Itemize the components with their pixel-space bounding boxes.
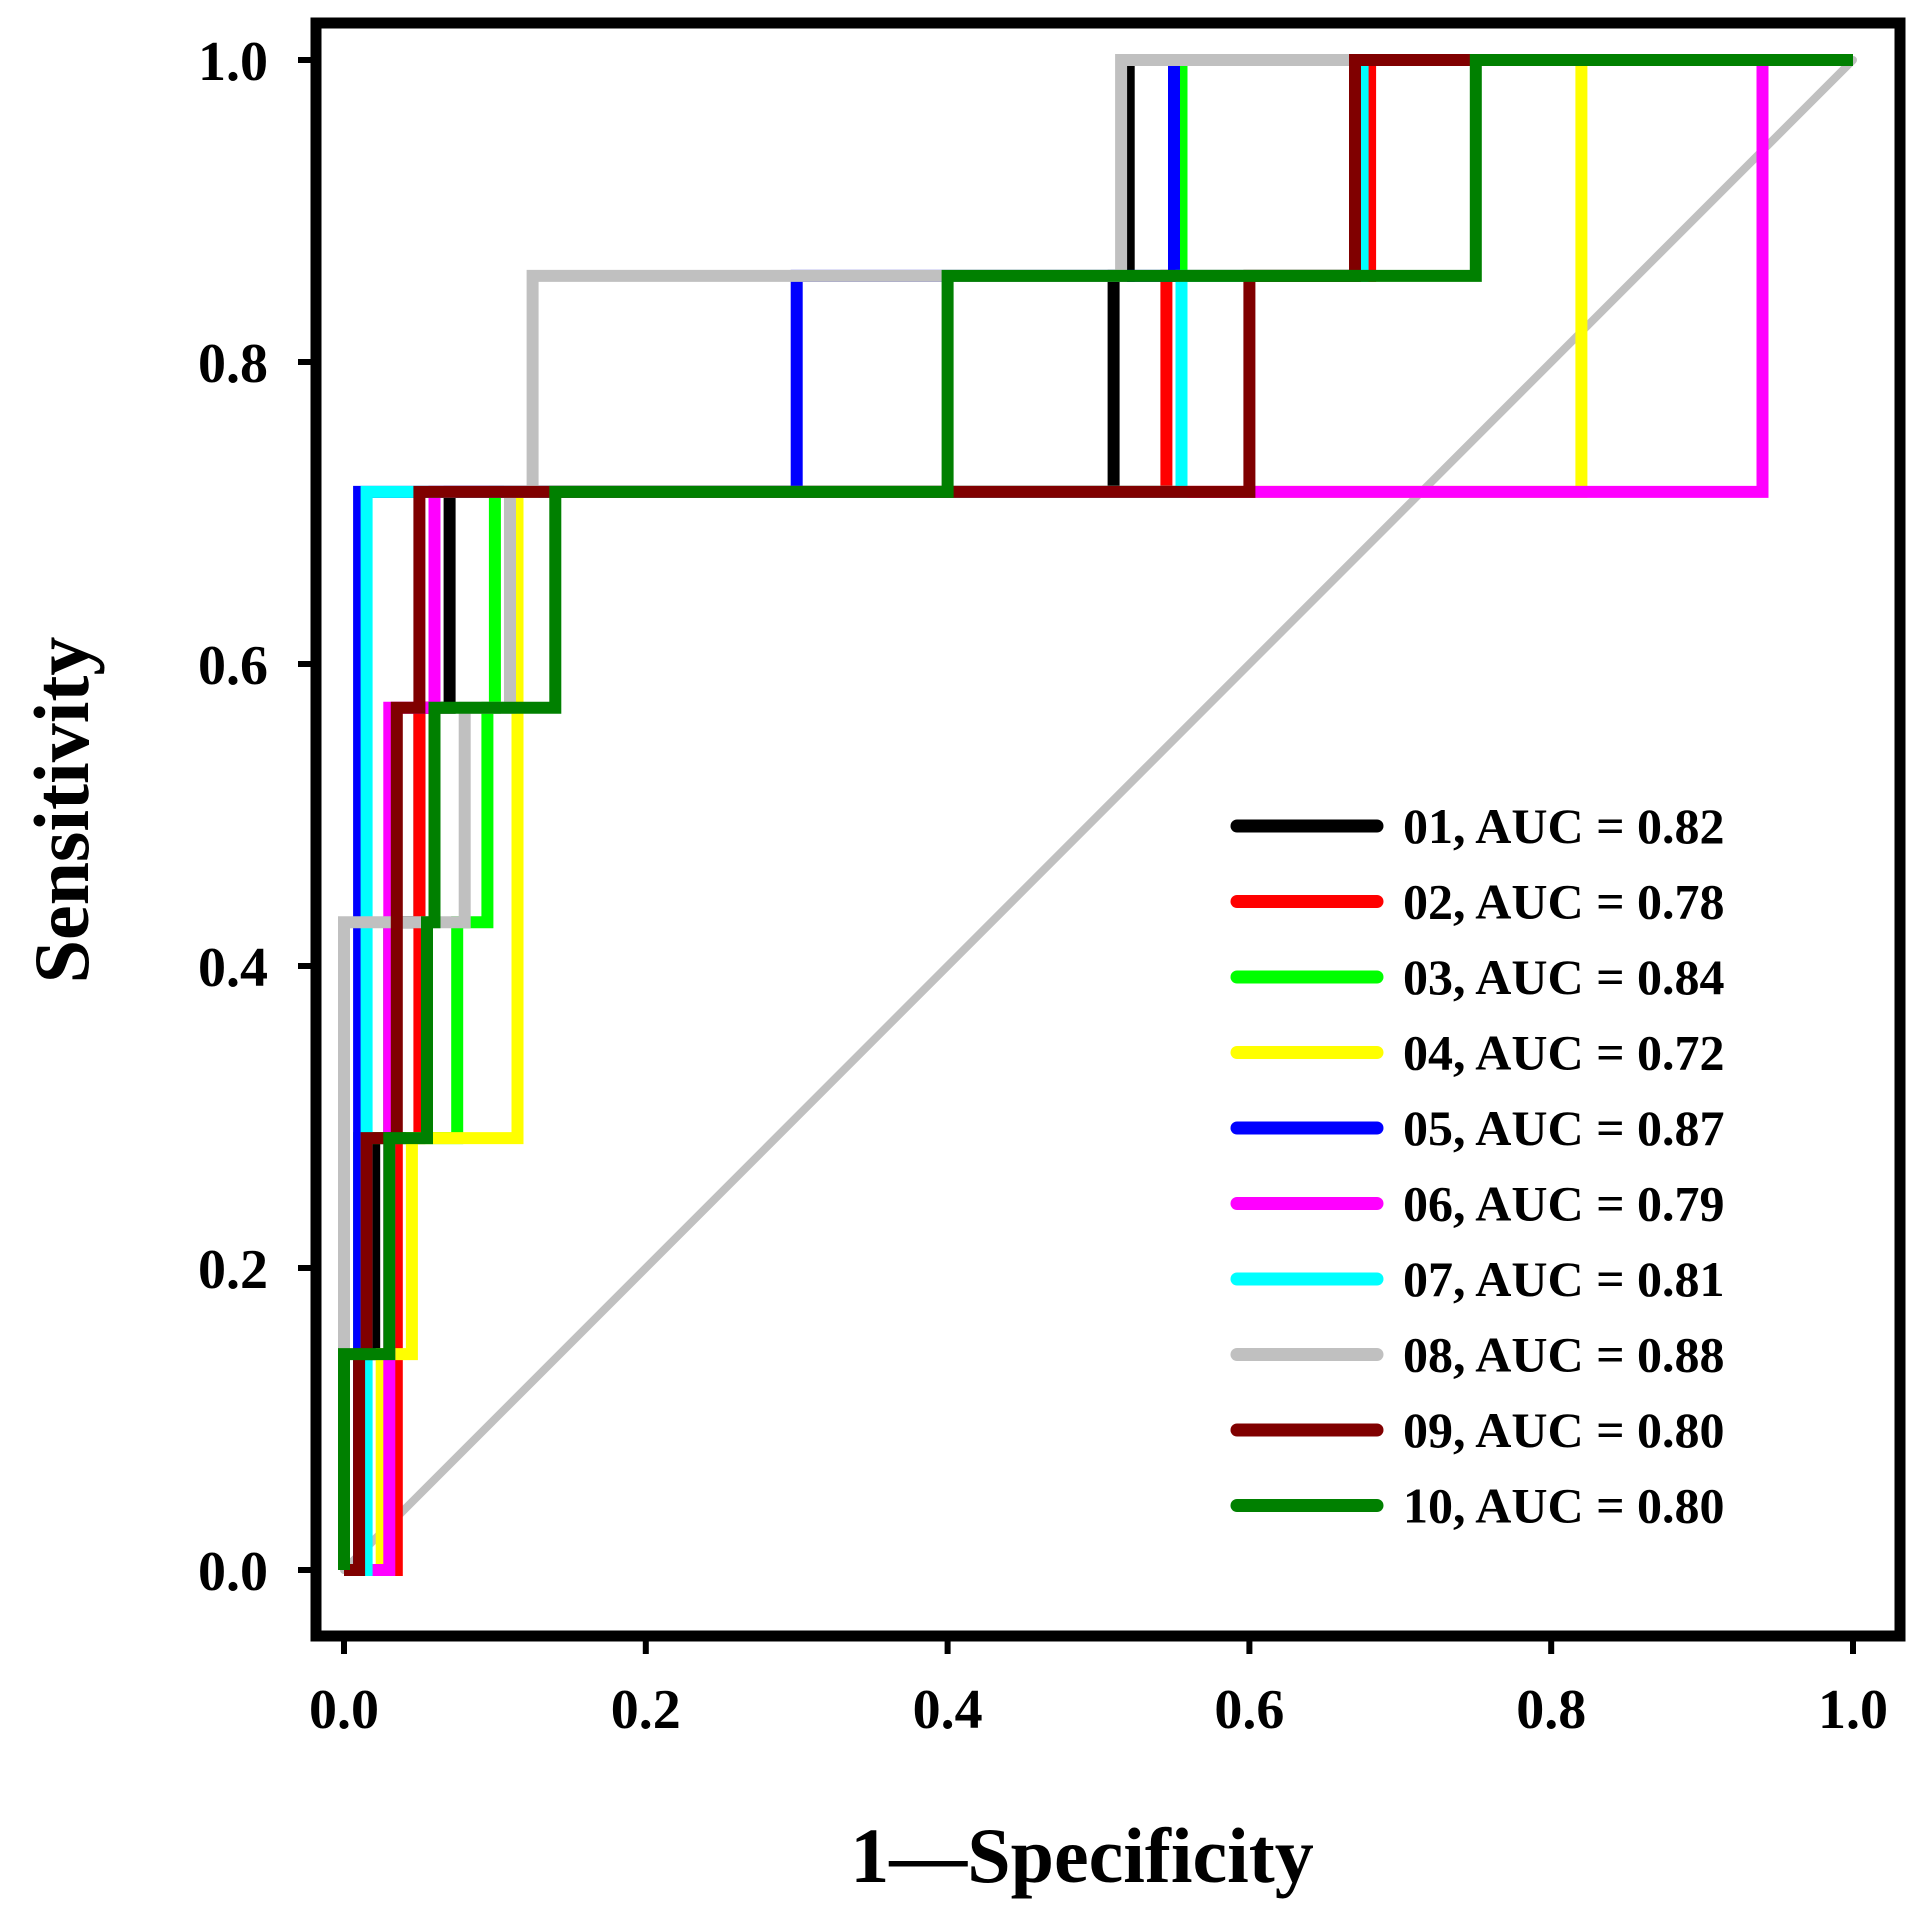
legend-label-06: 06, AUC = 0.79 — [1403, 1176, 1725, 1232]
x-tick-label: 0.4 — [913, 1679, 983, 1741]
x-tick-label: 0.0 — [309, 1679, 379, 1741]
legend-label-04: 04, AUC = 0.72 — [1403, 1025, 1725, 1081]
legend-label-10: 10, AUC = 0.80 — [1403, 1478, 1725, 1534]
y-tick-label: 0.6 — [198, 635, 268, 697]
series-line-10 — [338, 54, 1853, 1570]
legend-label-07: 07, AUC = 0.81 — [1403, 1251, 1725, 1307]
y-tick-label: 0.4 — [198, 937, 268, 999]
series-line-04 — [344, 54, 1853, 1576]
series-line-08 — [338, 54, 1853, 1570]
y-axis-title: Sensitivity — [18, 637, 105, 984]
legend: 01, AUC = 0.82 02, AUC = 0.78 03, AUC = 0.… — [1230, 798, 1725, 1534]
legend-label-09: 09, AUC = 0.80 — [1403, 1402, 1725, 1458]
x-tick-label: 0.6 — [1214, 1679, 1284, 1741]
x-tick-label: 0.8 — [1516, 1679, 1586, 1741]
y-tick-label: 0.2 — [198, 1239, 268, 1301]
series-layer — [338, 54, 1853, 1576]
plot-frame — [310, 17, 1906, 1642]
y-tick-label: 1.0 — [198, 31, 268, 93]
legend-label-05: 05, AUC = 0.87 — [1403, 1100, 1725, 1156]
legend-label-02: 02, AUC = 0.78 — [1403, 874, 1725, 930]
y-tick-label: 0.0 — [198, 1541, 268, 1603]
y-tick-label: 0.8 — [198, 333, 268, 395]
series-line-06 — [344, 54, 1853, 1576]
reference-diagonal-line — [340, 56, 1857, 1574]
tick-layer: 0.0 0.2 0.4 0.6 0.8 1.0 0.0 0.2 0.4 0.6 0.8 1.0 — [198, 31, 1888, 1741]
x-axis-title: 1—Specificity — [850, 1812, 1314, 1899]
x-tick-label: 1.0 — [1818, 1679, 1888, 1741]
series-line-07 — [344, 54, 1853, 1576]
x-tick-label: 0.2 — [611, 1679, 681, 1741]
reference-layer — [340, 56, 1857, 1574]
legend-label-01: 01, AUC = 0.82 — [1403, 798, 1725, 854]
legend-label-08: 08, AUC = 0.88 — [1403, 1327, 1725, 1383]
legend-label-03: 03, AUC = 0.84 — [1403, 949, 1725, 1005]
